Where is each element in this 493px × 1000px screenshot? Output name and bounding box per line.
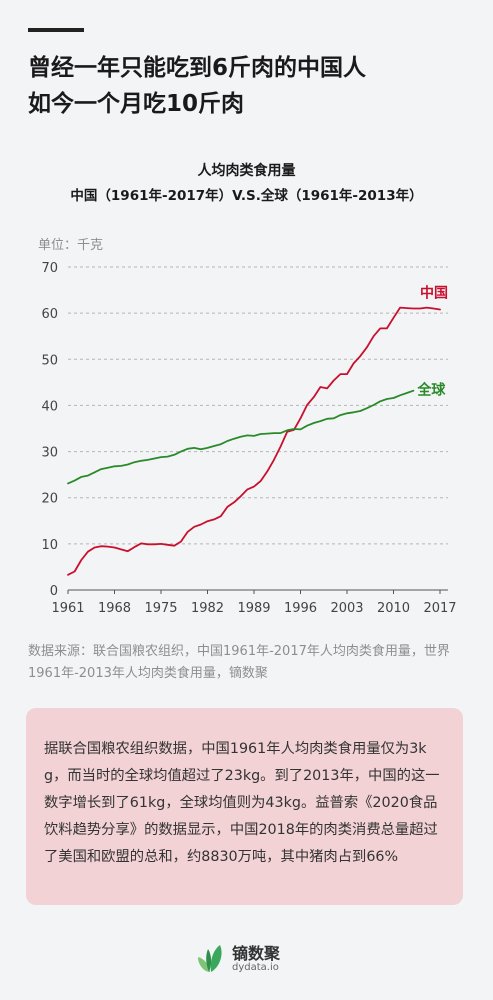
unit-label: 单位：千克 <box>38 238 103 253</box>
chart-subtitle: 中国（1961年-2017年）V.S.全球（1961年-2013年） <box>70 188 423 204</box>
x-tick-label: 1982 <box>191 601 224 616</box>
summary-text: 据联合国粮农组织数据，中国1961年人均肉类食用量仅为3kg，而当时的全球均值超… <box>44 741 440 865</box>
x-tick-label: 2017 <box>423 601 456 616</box>
series-label-world: 全球 <box>416 382 446 399</box>
y-tick-label: 0 <box>50 584 58 599</box>
x-tick-label: 2003 <box>330 601 363 616</box>
headline: 曾经一年只能吃到6斤肉的中国人 如今一个月吃10斤肉 <box>28 50 468 122</box>
x-tick-label: 1989 <box>237 601 270 616</box>
brand-name-en: dydata.io <box>232 962 279 973</box>
headline-line-1: 曾经一年只能吃到6斤肉的中国人 <box>28 55 367 81</box>
series-line-china <box>67 306 441 576</box>
y-tick-label: 60 <box>41 307 58 322</box>
x-tick-label: 1975 <box>144 601 177 616</box>
chart-title: 人均肉类食用量 <box>197 163 296 179</box>
y-tick-label: 20 <box>41 492 58 507</box>
meat-consumption-line-chart: 单位：千克 0 10 20 30 40 50 60 70 1961 1968 1975 1982 1989… <box>38 238 457 616</box>
y-tick-label: 50 <box>41 353 58 368</box>
brand-name-cn: 镝数聚 <box>232 944 281 963</box>
title-accent-bar <box>28 28 84 32</box>
y-tick-label: 30 <box>41 446 58 461</box>
series-label-china: 中国 <box>420 284 448 301</box>
headline-line-2: 如今一个月吃10斤肉 <box>28 91 245 117</box>
y-tick-label: 10 <box>41 538 58 553</box>
leaf-logo-icon <box>198 945 222 972</box>
x-tick-label: 1996 <box>284 601 317 616</box>
data-source-note: 数据来源：联合国粮农组织，中国1961年-2017年人均肉类食用量，世界1961… <box>28 644 450 681</box>
x-tick-label: 1968 <box>98 601 131 616</box>
x-tick-label: 1961 <box>51 601 84 616</box>
x-tick-label: 2010 <box>377 601 410 616</box>
series-line-world <box>67 389 415 485</box>
summary-box: 据联合国粮农组织数据，中国1961年人均肉类食用量仅为3kg，而当时的全球均值超… <box>26 708 463 905</box>
y-tick-label: 40 <box>41 399 58 414</box>
y-tick-label: 70 <box>41 261 58 276</box>
